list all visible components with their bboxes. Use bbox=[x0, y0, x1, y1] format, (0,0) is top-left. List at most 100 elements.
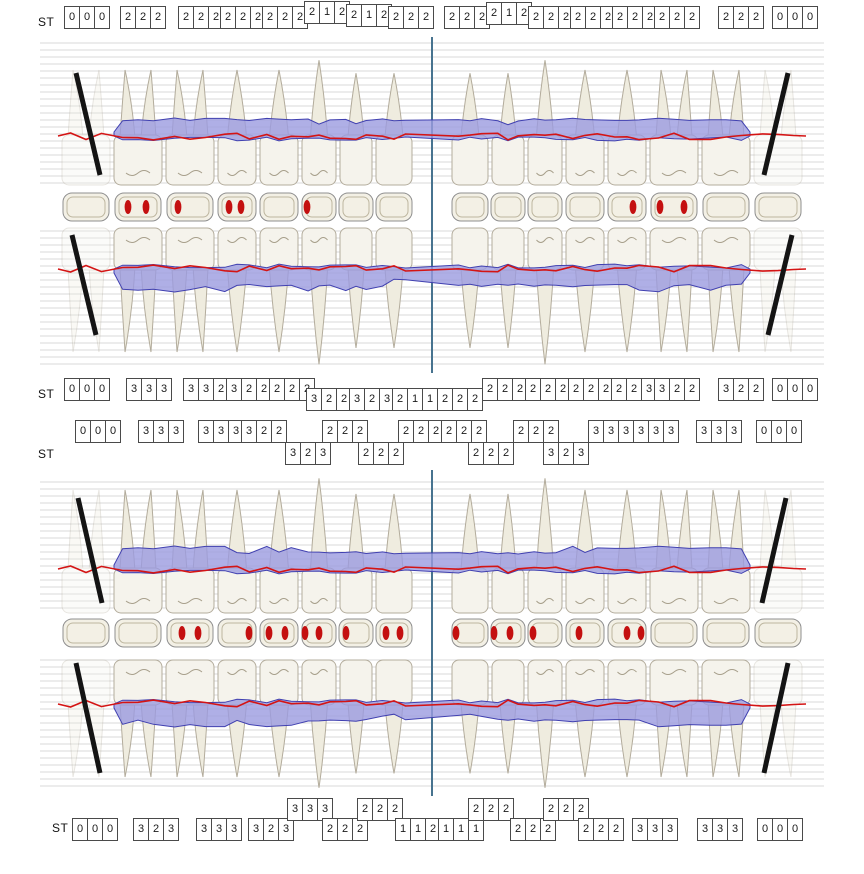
pd-box[interactable]: 2 bbox=[468, 798, 484, 821]
pd-box[interactable]: 3 bbox=[196, 818, 212, 841]
pd-box[interactable]: 3 bbox=[306, 388, 322, 411]
pd-box[interactable]: 2 bbox=[570, 6, 586, 29]
pd-box[interactable]: 0 bbox=[79, 6, 95, 29]
pd-box[interactable]: 2 bbox=[568, 378, 584, 401]
pd-box[interactable]: 0 bbox=[802, 378, 818, 401]
occlusal-cell[interactable] bbox=[490, 192, 526, 222]
tooth[interactable] bbox=[451, 227, 489, 348]
pd-box[interactable]: 2 bbox=[322, 818, 338, 841]
pd-box[interactable]: 1 bbox=[422, 388, 438, 411]
pd-box[interactable]: 0 bbox=[756, 420, 772, 443]
pd-box[interactable]: 0 bbox=[105, 420, 121, 443]
pd-box[interactable]: 3 bbox=[141, 378, 157, 401]
occlusal-cell[interactable] bbox=[114, 618, 162, 648]
pd-box[interactable]: 2 bbox=[193, 6, 209, 29]
pd-box[interactable]: 0 bbox=[786, 420, 802, 443]
pd-box[interactable]: 2 bbox=[352, 420, 368, 443]
occlusal-cell[interactable] bbox=[702, 618, 750, 648]
pd-box[interactable]: 0 bbox=[79, 378, 95, 401]
pd-box[interactable]: 0 bbox=[72, 818, 88, 841]
pd-box[interactable]: 3 bbox=[302, 798, 318, 821]
pd-box[interactable]: 2 bbox=[486, 2, 502, 25]
pd-box[interactable]: 2 bbox=[471, 420, 487, 443]
pd-box[interactable]: 2 bbox=[358, 442, 374, 465]
pd-box[interactable]: 2 bbox=[733, 378, 749, 401]
pd-box[interactable]: 3 bbox=[718, 378, 734, 401]
pd-box[interactable]: 2 bbox=[150, 6, 166, 29]
pd-box[interactable]: 2 bbox=[498, 442, 514, 465]
pd-box[interactable]: 2 bbox=[337, 818, 353, 841]
occlusal-cell[interactable] bbox=[217, 618, 257, 648]
occlusal-cell[interactable] bbox=[217, 192, 257, 222]
pd-box[interactable]: 2 bbox=[403, 6, 419, 29]
pd-box[interactable]: 0 bbox=[90, 420, 106, 443]
pd-box[interactable]: 2 bbox=[262, 6, 278, 29]
occlusal-cell[interactable] bbox=[451, 618, 489, 648]
pd-box[interactable]: 3 bbox=[632, 818, 648, 841]
pd-box[interactable]: 2 bbox=[357, 798, 373, 821]
pd-box[interactable]: 2 bbox=[459, 6, 475, 29]
pd-box[interactable]: 2 bbox=[428, 420, 444, 443]
occlusal-cell[interactable] bbox=[451, 192, 489, 222]
pd-box[interactable]: 2 bbox=[684, 6, 700, 29]
pd-box[interactable]: 3 bbox=[248, 818, 264, 841]
occlusal-cell[interactable] bbox=[166, 192, 214, 222]
pd-box[interactable]: 2 bbox=[510, 818, 526, 841]
pd-box[interactable]: 3 bbox=[153, 420, 169, 443]
pd-box[interactable]: 2 bbox=[284, 378, 300, 401]
pd-box[interactable]: 2 bbox=[277, 6, 293, 29]
pd-box[interactable]: 2 bbox=[558, 442, 574, 465]
pd-box[interactable]: 2 bbox=[654, 6, 670, 29]
pd-box[interactable]: 2 bbox=[135, 6, 151, 29]
tooth[interactable] bbox=[701, 227, 751, 353]
pd-box[interactable]: 0 bbox=[75, 420, 91, 443]
pd-box[interactable]: 1 bbox=[361, 4, 377, 27]
pd-box[interactable]: 3 bbox=[662, 818, 678, 841]
pd-box[interactable]: 0 bbox=[102, 818, 118, 841]
pd-box[interactable]: 2 bbox=[733, 6, 749, 29]
occlusal-cell[interactable] bbox=[301, 618, 337, 648]
pd-box[interactable]: 2 bbox=[372, 798, 388, 821]
pd-box[interactable]: 1 bbox=[319, 1, 335, 24]
pd-box[interactable]: 2 bbox=[540, 818, 556, 841]
pd-box[interactable]: 2 bbox=[269, 378, 285, 401]
occlusal-cell[interactable] bbox=[607, 192, 647, 222]
pd-box[interactable]: 2 bbox=[398, 420, 414, 443]
pd-box[interactable]: 2 bbox=[558, 798, 574, 821]
pd-box[interactable]: 1 bbox=[395, 818, 411, 841]
pd-box[interactable]: 2 bbox=[322, 420, 338, 443]
pd-box[interactable]: 2 bbox=[669, 378, 685, 401]
pd-box[interactable]: 2 bbox=[444, 6, 460, 29]
pd-box[interactable]: 2 bbox=[543, 6, 559, 29]
pd-box[interactable]: 3 bbox=[287, 798, 303, 821]
tooth[interactable] bbox=[527, 659, 563, 788]
pd-box[interactable]: 0 bbox=[94, 6, 110, 29]
occlusal-cell[interactable] bbox=[338, 618, 374, 648]
pd-box[interactable]: 3 bbox=[727, 818, 743, 841]
pd-box[interactable]: 2 bbox=[388, 6, 404, 29]
pd-box[interactable]: 2 bbox=[748, 378, 764, 401]
pd-box[interactable]: 2 bbox=[425, 818, 441, 841]
pd-box[interactable]: 2 bbox=[528, 420, 544, 443]
pd-box[interactable]: 0 bbox=[787, 6, 803, 29]
pd-box[interactable]: 3 bbox=[138, 420, 154, 443]
occlusal-cell[interactable] bbox=[754, 618, 802, 648]
pd-box[interactable]: 0 bbox=[771, 420, 787, 443]
occlusal-cell[interactable] bbox=[527, 192, 563, 222]
pd-box[interactable]: 2 bbox=[452, 388, 468, 411]
pd-box[interactable]: 3 bbox=[133, 818, 149, 841]
pd-box[interactable]: 2 bbox=[337, 420, 353, 443]
pd-box[interactable]: 3 bbox=[198, 420, 214, 443]
pd-box[interactable]: 1 bbox=[468, 818, 484, 841]
pd-box[interactable]: 2 bbox=[241, 378, 257, 401]
pd-box[interactable]: 2 bbox=[468, 442, 484, 465]
pd-box[interactable]: 2 bbox=[148, 818, 164, 841]
pd-box[interactable]: 2 bbox=[583, 378, 599, 401]
tooth[interactable] bbox=[753, 659, 803, 778]
pd-box[interactable]: 1 bbox=[438, 818, 454, 841]
pd-box[interactable]: 2 bbox=[441, 420, 457, 443]
occlusal-cell[interactable] bbox=[62, 618, 110, 648]
tooth[interactable] bbox=[565, 227, 605, 353]
occlusal-cell[interactable] bbox=[754, 192, 802, 222]
pd-box[interactable]: 0 bbox=[64, 378, 80, 401]
